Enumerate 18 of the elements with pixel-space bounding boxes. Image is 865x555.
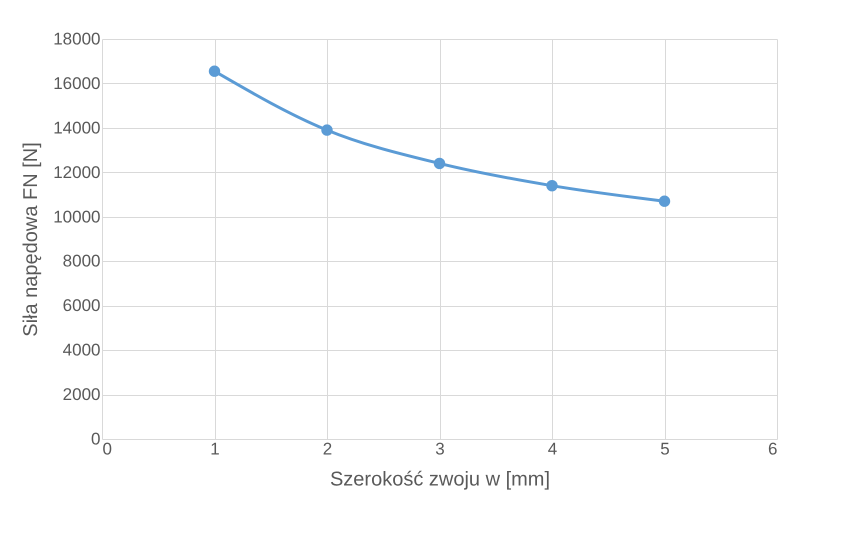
y-tick-label: 6000: [62, 296, 100, 316]
x-tick-label: 0: [102, 440, 112, 458]
x-tick-label: 2: [322, 440, 332, 458]
x-tick-label: 4: [548, 440, 558, 458]
x-tick-label: 5: [660, 440, 670, 458]
y-tick-label: 16000: [53, 74, 100, 93]
y-tick-label: 12000: [53, 162, 100, 182]
y-tick-label: 8000: [62, 252, 100, 271]
y-tick-label: 4000: [62, 340, 100, 360]
y-tick-label: 18000: [53, 30, 100, 48]
y-axis-title: Siła napędowa FN [N]: [20, 142, 42, 337]
y-tick-label: 14000: [53, 118, 100, 138]
y-tick-label: 2000: [62, 385, 100, 404]
x-tick-label: 6: [768, 440, 778, 458]
x-tick-label: 3: [435, 440, 445, 458]
x-axis-title: Szerokość zwoju w [mm]: [330, 468, 550, 490]
y-tick-label: 10000: [53, 207, 100, 226]
x-tick-label: 1: [210, 440, 220, 458]
